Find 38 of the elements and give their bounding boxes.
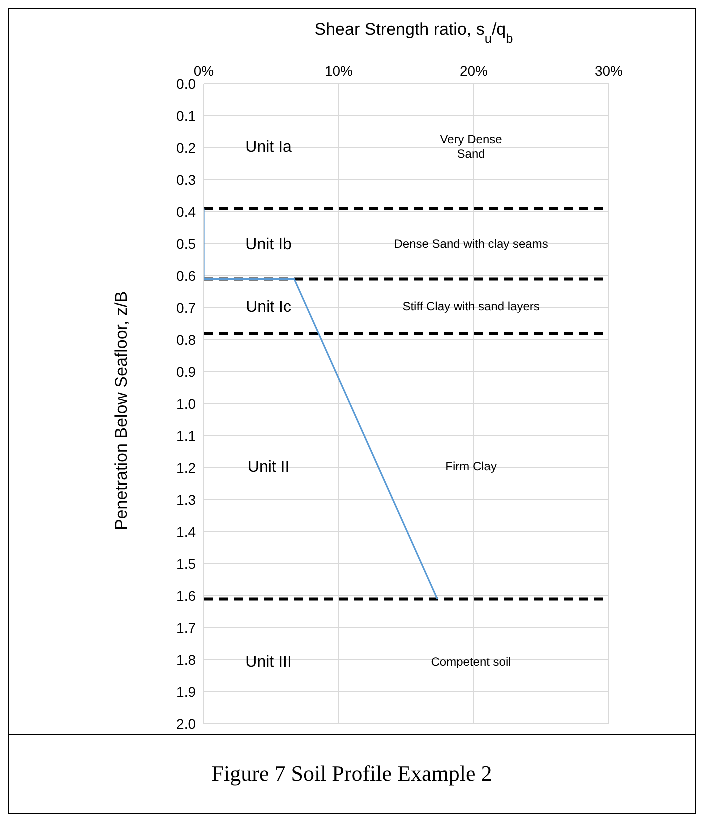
text: Figure 7 Soil Profile Example 2 [9,734,695,813]
y-tick-label: 1.9 [176,684,196,700]
y-tick-label: 1.8 [176,652,196,668]
y-tick-label: 0.2 [176,140,196,156]
y-tick-label: 1.7 [176,620,196,636]
y-tick-label: 0.7 [176,300,196,316]
annotation: Dense Sand with clay seams [394,237,548,252]
y-tick-label: 0.1 [176,108,196,124]
annotation: Stiff Clay with sand layers [402,300,540,314]
y-tick-label: 0.4 [176,204,196,220]
x-tick-label: 10% [324,63,354,79]
annotation: Unit III [246,654,292,672]
y-tick-label: 1.4 [176,524,196,540]
x-tick-label: 20% [460,63,488,79]
annotation: Competent soil [431,654,512,669]
y-tick-label: 0.3 [176,172,196,188]
annotation: Unit Ia [246,139,292,156]
y-tick-label: 1.6 [176,588,196,604]
x-tick-label: 0% [194,63,214,79]
y-tick-label: 0.5 [176,236,196,252]
x-tick-label: 30% [594,63,624,79]
x-axis-title: Shear Strength ratio, s$_{u}$/q$_{b}$ [314,20,514,46]
annotation: Firm Clay [446,460,497,474]
y-tick-label: 1.1 [176,428,196,444]
y-tick-label: 1.5 [176,556,196,572]
y-tick-label: 0.0 [176,76,196,92]
y-axis-title: Penetration Below Seafloor, z/B [112,291,131,531]
annotation: Unit Ib [246,236,292,254]
y-tick-label: 1.3 [176,492,196,508]
annotation: Unit II [248,459,290,476]
y-tick-label: 0.6 [176,268,196,284]
y-tick-label: 2.0 [176,716,196,732]
y-tick-label: 0.9 [176,364,196,380]
annotation: Unit Ic [246,299,292,316]
annotation: Very Dense Sand [440,132,503,161]
y-tick-label: 1.2 [176,460,196,476]
y-tick-label: 0.8 [176,332,196,348]
y-tick-label: 1.0 [176,396,196,412]
